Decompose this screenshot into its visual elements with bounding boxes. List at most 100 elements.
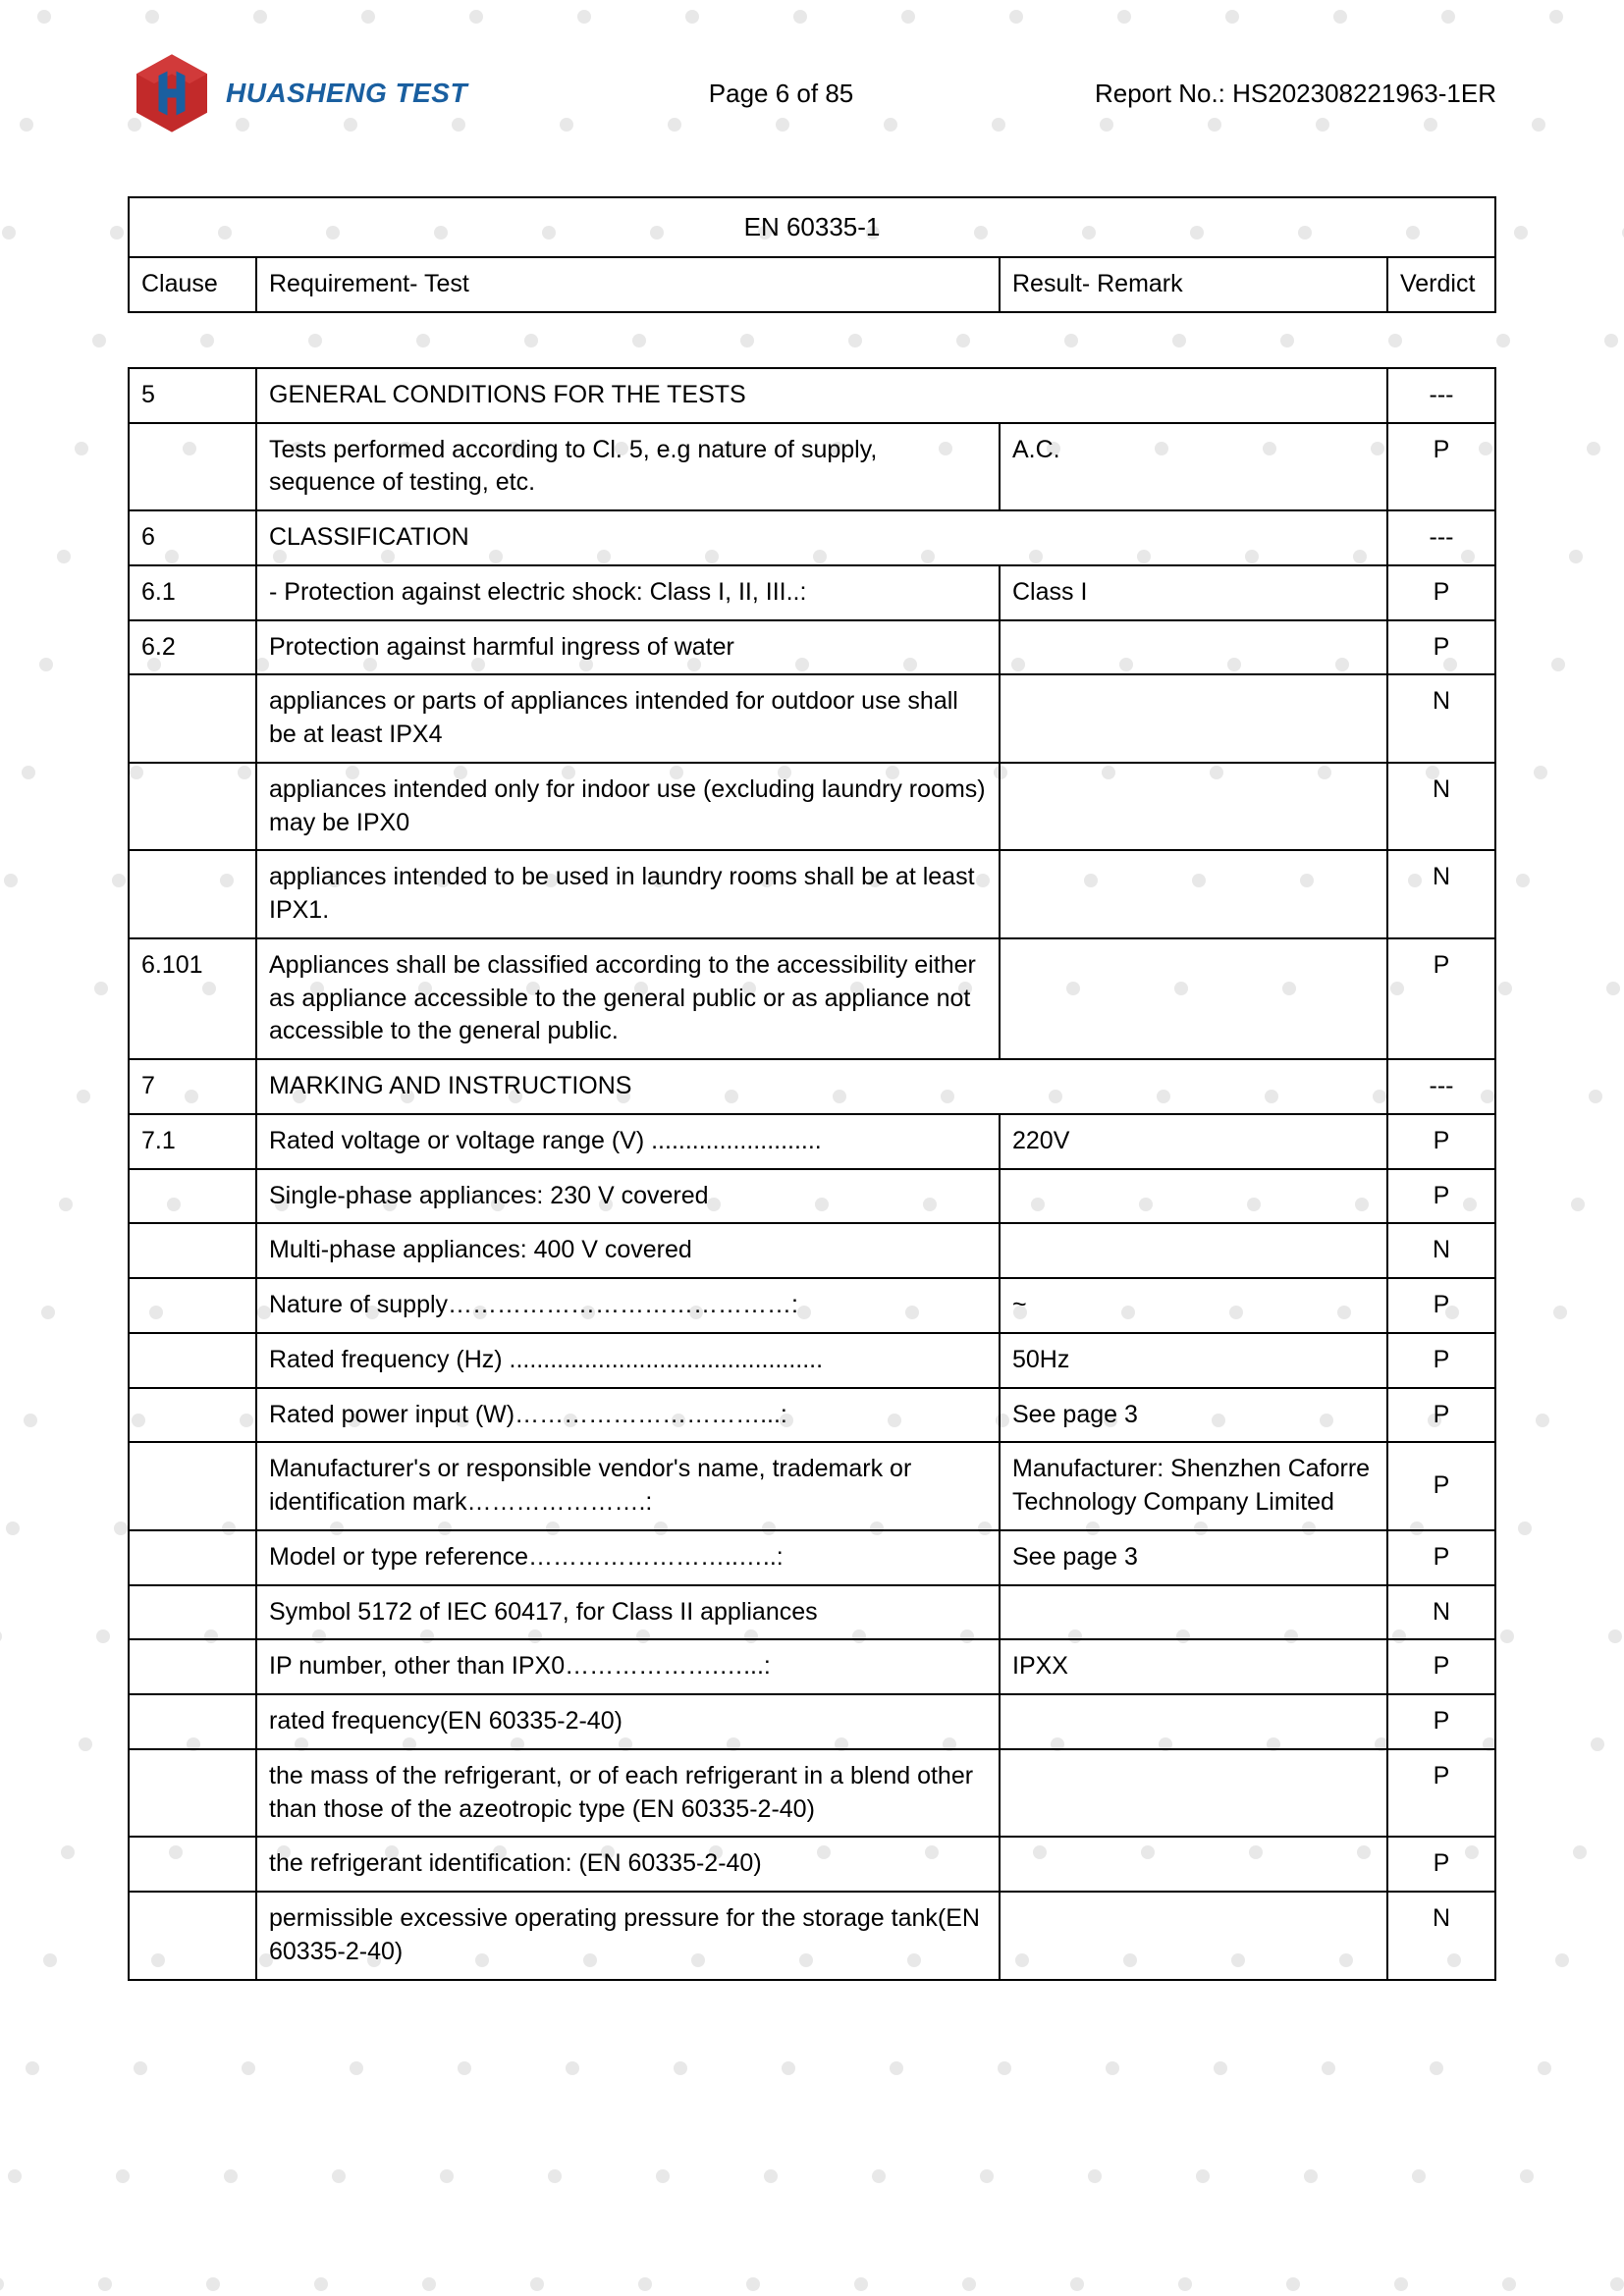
verdict-cell: N xyxy=(1387,674,1495,763)
verdict-cell: P xyxy=(1387,1749,1495,1838)
requirement-cell: Rated frequency (Hz) ...................… xyxy=(256,1333,1000,1388)
clause-cell: 6.101 xyxy=(129,938,256,1059)
requirement-cell: GENERAL CONDITIONS FOR THE TESTS xyxy=(256,368,1387,423)
requirement-cell: the refrigerant identification: (EN 6033… xyxy=(256,1837,1000,1892)
result-cell xyxy=(1000,620,1387,675)
requirement-cell: Nature of supply……………………………………: xyxy=(256,1278,1000,1333)
verdict-cell: P xyxy=(1387,1837,1495,1892)
result-cell xyxy=(1000,850,1387,938)
watermark-dot xyxy=(638,2277,652,2291)
watermark-dot xyxy=(746,2277,760,2291)
requirement-cell: Rated power input (W)…………………………...: xyxy=(256,1388,1000,1443)
report-number: Report No.: HS202308221963-1ER xyxy=(1095,79,1496,109)
watermark-dot xyxy=(1520,2169,1534,2183)
watermark-dot xyxy=(890,2061,903,2075)
watermark-dot xyxy=(1304,2169,1318,2183)
watermark-dot xyxy=(566,2061,579,2075)
watermark-dot xyxy=(0,2277,4,2291)
watermark-dot xyxy=(854,2277,868,2291)
verdict-cell: N xyxy=(1387,763,1495,851)
watermark-dot xyxy=(224,2169,238,2183)
requirement-cell: Appliances shall be classified according… xyxy=(256,938,1000,1059)
clause-cell xyxy=(129,1223,256,1278)
requirement-cell: Manufacturer's or responsible vendor's n… xyxy=(256,1442,1000,1530)
result-cell: 220V xyxy=(1000,1114,1387,1169)
watermark-dot xyxy=(530,2277,544,2291)
watermark-dot xyxy=(548,2169,562,2183)
watermark-dot xyxy=(1106,2061,1119,2075)
watermark-dot xyxy=(1610,2277,1624,2291)
watermark-dot xyxy=(1322,2061,1335,2075)
verdict-cell: P xyxy=(1387,1639,1495,1694)
watermark-dot xyxy=(998,2061,1011,2075)
standard-title: EN 60335-1 xyxy=(129,197,1495,257)
clause-cell: 7.1 xyxy=(129,1114,256,1169)
requirement-cell: rated frequency(EN 60335-2-40) xyxy=(256,1694,1000,1749)
requirement-cell: appliances or parts of appliances intend… xyxy=(256,674,1000,763)
verdict-cell: --- xyxy=(1387,368,1495,423)
watermark-dot xyxy=(656,2169,670,2183)
watermark-dot xyxy=(422,2277,436,2291)
company-logo-icon xyxy=(128,49,216,137)
verdict-cell: P xyxy=(1387,423,1495,511)
requirement-cell: appliances intended to be used in laundr… xyxy=(256,850,1000,938)
clause-cell xyxy=(129,423,256,511)
col-header-verdict: Verdict xyxy=(1387,257,1495,312)
verdict-cell: N xyxy=(1387,1892,1495,1980)
watermark-dot xyxy=(206,2277,220,2291)
table-row: Nature of supply……………………………………:~P xyxy=(129,1278,1495,1333)
result-cell xyxy=(1000,1694,1387,1749)
watermark-dot xyxy=(782,2061,795,2075)
requirement-cell: IP number, other than IPX0……………….…...: xyxy=(256,1639,1000,1694)
verdict-cell: P xyxy=(1387,1169,1495,1224)
table-row: permissible excessive operating pressure… xyxy=(129,1892,1495,1980)
table-row: Tests performed according to Cl. 5, e.g … xyxy=(129,423,1495,511)
watermark-dot xyxy=(116,2169,130,2183)
watermark-dot xyxy=(8,2169,22,2183)
verdict-cell: P xyxy=(1387,1388,1495,1443)
table-row: Rated power input (W)…………………………...:See p… xyxy=(129,1388,1495,1443)
table-row: Multi-phase appliances: 400 V coveredN xyxy=(129,1223,1495,1278)
result-cell: ~ xyxy=(1000,1278,1387,1333)
verdict-cell: P xyxy=(1387,1694,1495,1749)
watermark-dot xyxy=(440,2169,454,2183)
watermark-dot xyxy=(1070,2277,1084,2291)
watermark-dot xyxy=(764,2169,778,2183)
table-row: the mass of the refrigerant, or of each … xyxy=(129,1749,1495,1838)
result-cell: IPXX xyxy=(1000,1639,1387,1694)
requirement-cell: Single-phase appliances: 230 V covered xyxy=(256,1169,1000,1224)
result-cell xyxy=(1000,1223,1387,1278)
requirements-table: 5GENERAL CONDITIONS FOR THE TESTS---Test… xyxy=(128,367,1496,1981)
page-content: HUASHENG TEST Page 6 of 85 Report No.: H… xyxy=(0,0,1624,2030)
verdict-cell: N xyxy=(1387,1223,1495,1278)
watermark-dot xyxy=(1196,2169,1210,2183)
watermark-dot xyxy=(26,2061,39,2075)
table-row: Single-phase appliances: 230 V covered P xyxy=(129,1169,1495,1224)
clause-cell xyxy=(129,1388,256,1443)
table-row: Manufacturer's or responsible vendor's n… xyxy=(129,1442,1495,1530)
requirement-cell: - Protection against electric shock: Cla… xyxy=(256,565,1000,620)
col-header-clause: Clause xyxy=(129,257,256,312)
clause-cell: 7 xyxy=(129,1059,256,1114)
table-row: EN 60335-1 xyxy=(129,197,1495,257)
clause-cell xyxy=(129,1639,256,1694)
requirement-cell: permissible excessive operating pressure… xyxy=(256,1892,1000,1980)
watermark-dot xyxy=(980,2169,994,2183)
verdict-cell: P xyxy=(1387,1530,1495,1585)
table-row: the refrigerant identification: (EN 6033… xyxy=(129,1837,1495,1892)
page-header: HUASHENG TEST Page 6 of 85 Report No.: H… xyxy=(128,49,1496,137)
watermark-dot xyxy=(1394,2277,1408,2291)
col-header-result: Result- Remark xyxy=(1000,257,1387,312)
watermark-dot xyxy=(1178,2277,1192,2291)
verdict-cell: P xyxy=(1387,1442,1495,1530)
result-cell xyxy=(1000,1892,1387,1980)
table-row: appliances intended to be used in laundr… xyxy=(129,850,1495,938)
result-cell xyxy=(1000,674,1387,763)
table-row: 6CLASSIFICATION--- xyxy=(129,510,1495,565)
watermark-dot xyxy=(242,2061,255,2075)
requirement-cell: CLASSIFICATION xyxy=(256,510,1387,565)
watermark-dot xyxy=(314,2277,328,2291)
page-number: Page 6 of 85 xyxy=(709,79,853,109)
table-row: 7.1Rated voltage or voltage range (V) ..… xyxy=(129,1114,1495,1169)
col-header-requirement: Requirement- Test xyxy=(256,257,1000,312)
